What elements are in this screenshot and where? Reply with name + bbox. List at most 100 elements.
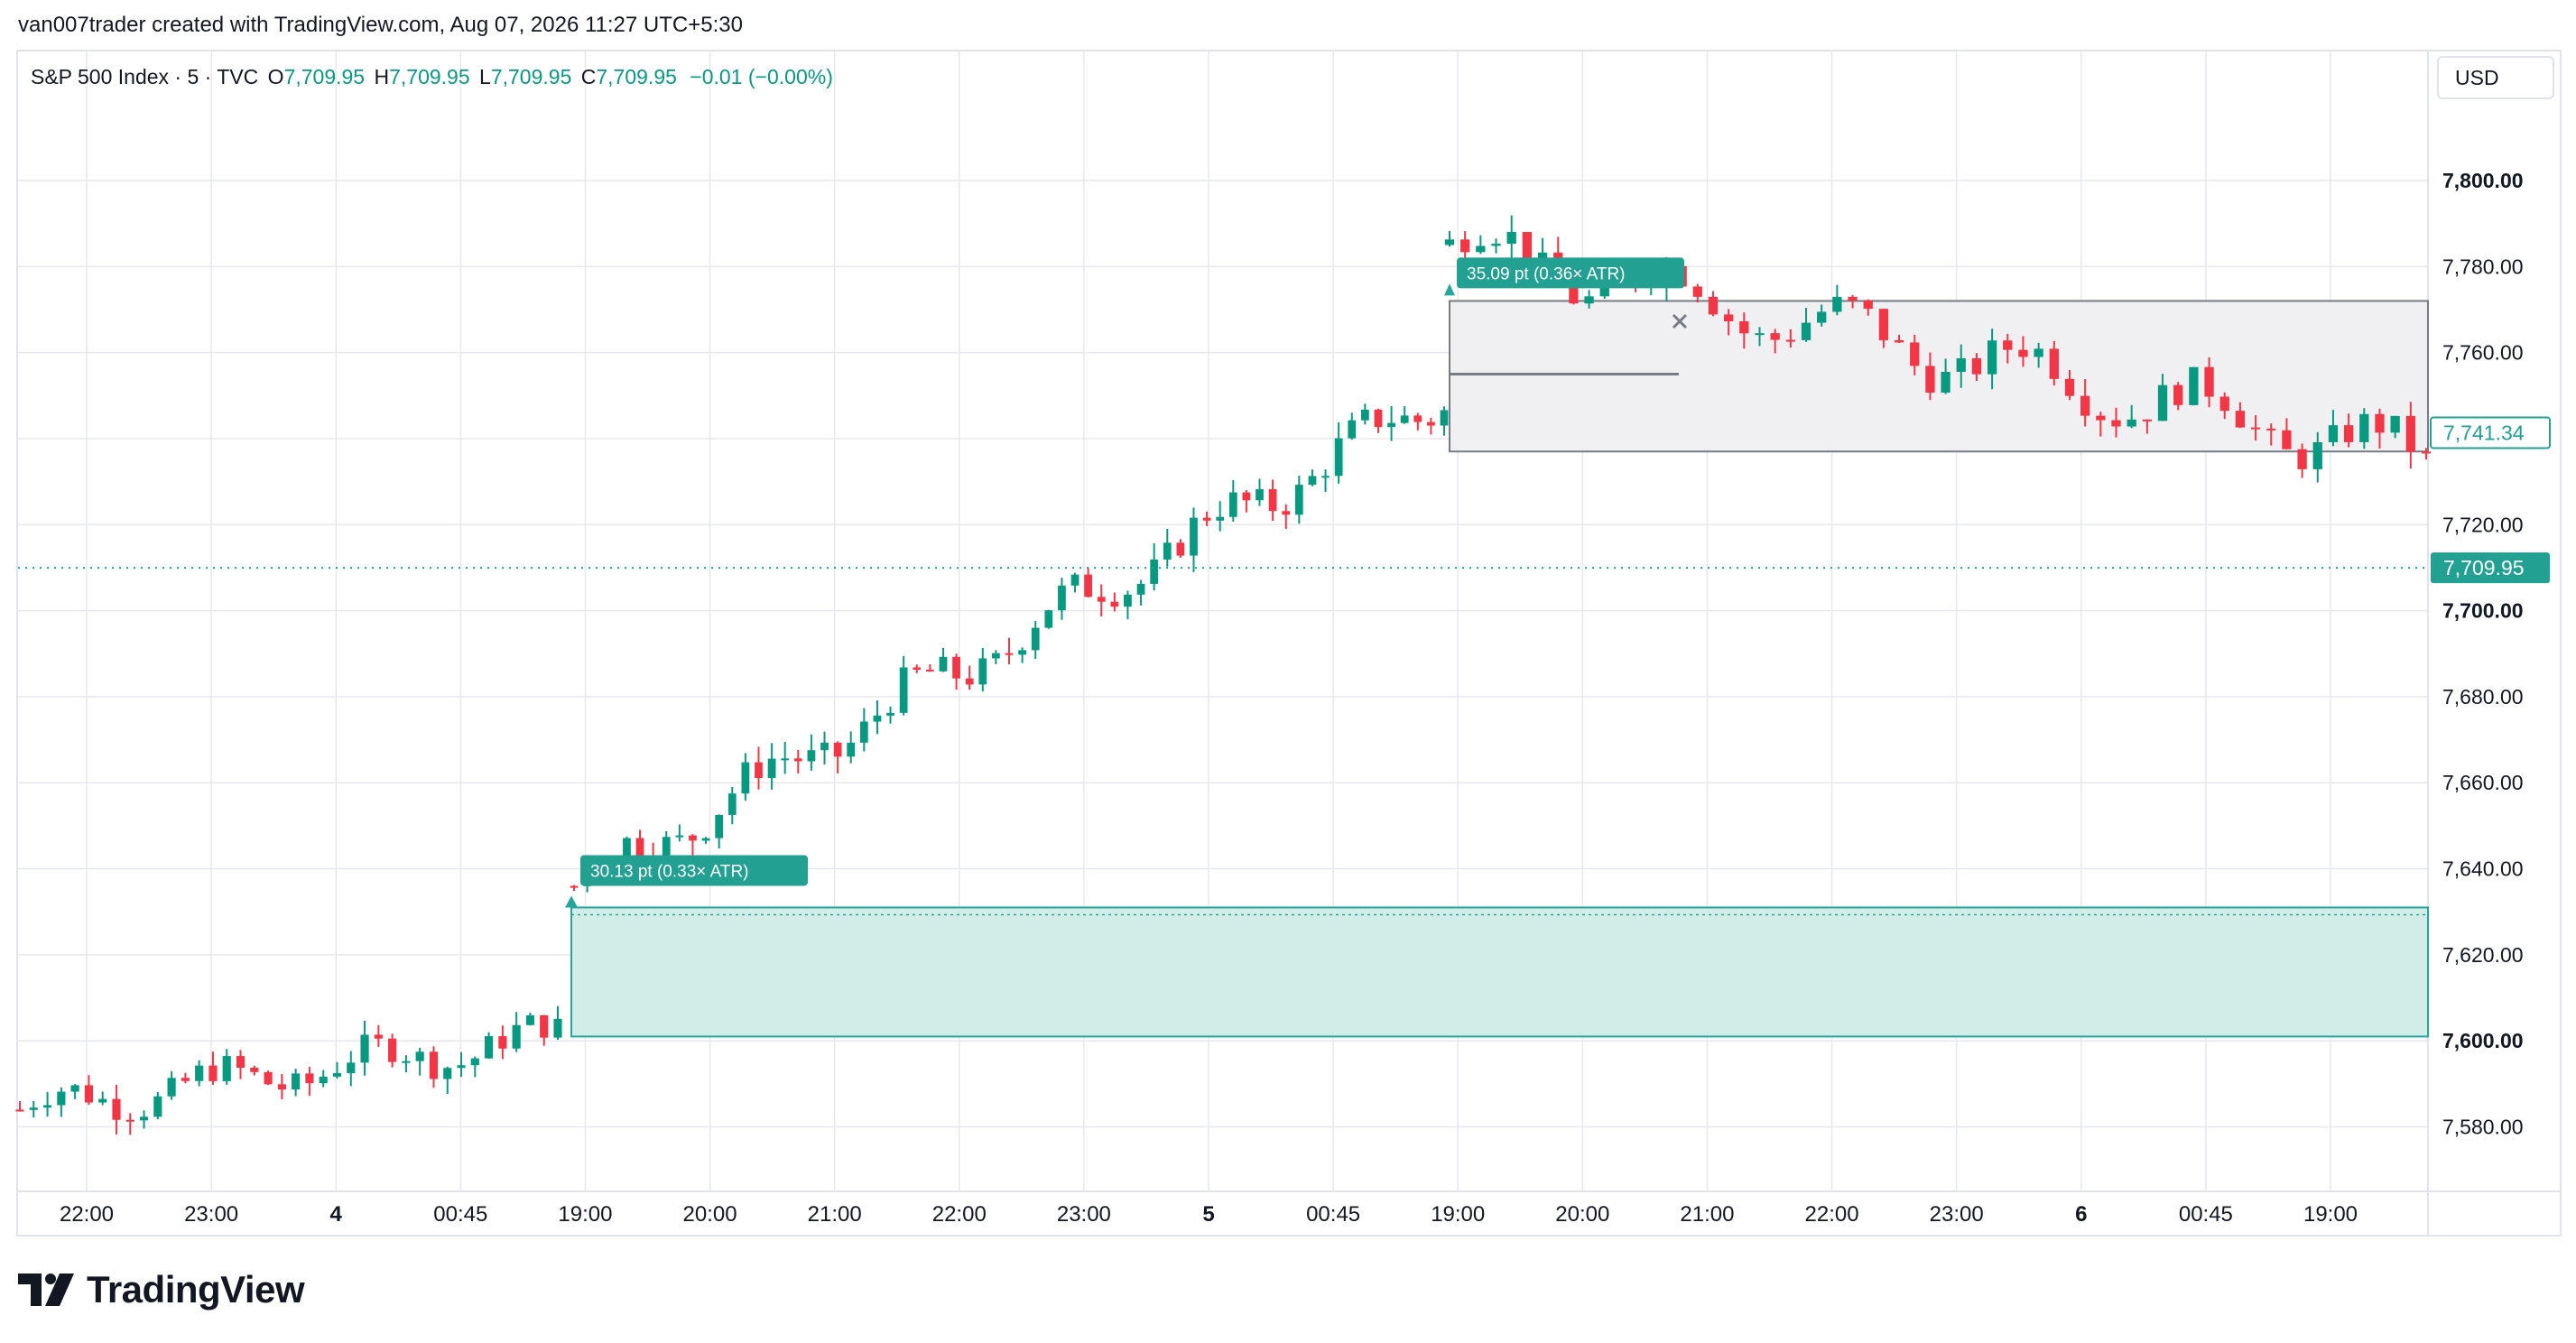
candle-body [781,758,790,761]
x-tick-label: 21:00 [1680,1202,1734,1227]
candle-body [741,762,750,794]
candle-body [2049,348,2059,379]
candle-body [1971,357,1982,375]
candle-body [833,742,842,757]
y-tick-label: 7,640.00 [2442,857,2524,881]
candle-body [1692,286,1702,297]
candle-body [84,1085,93,1103]
candle-body [443,1068,452,1079]
candle-body [1832,296,1842,312]
open-value: 7,709.95 [283,65,366,88]
candle-body [1522,231,1533,264]
candle-body [886,712,894,716]
candle-body [1723,314,1734,321]
x-tick-label: 20:00 [683,1202,737,1227]
candle-body [1755,333,1765,336]
candle-body [1387,422,1395,428]
candle-body [1005,653,1014,655]
candle-body [1190,517,1198,556]
x-tick-label: 23:00 [184,1202,238,1227]
x-tick-label: 19:00 [558,1202,612,1227]
candle-body [208,1065,218,1081]
candle-body [1294,485,1303,515]
x-tick-label: 20:00 [1555,1202,1609,1227]
candle-body [1476,245,1486,253]
candle-body [1817,311,1827,323]
candle-body [70,1085,79,1092]
candle-body [292,1073,301,1090]
candle-body [1801,322,1812,340]
candle-body [2018,349,2028,357]
open-label: O [267,65,284,88]
x-tick-label: 5 [1202,1202,1214,1227]
candle-body [2390,415,2400,433]
candle-body [859,721,868,743]
currency-button[interactable]: USD [2437,56,2554,99]
candle-body [1031,627,1040,651]
candle-body [457,1065,466,1069]
candle-body [662,837,671,861]
candle-body [1956,357,1966,372]
candle-body [1110,601,1119,607]
candle-body [1925,366,1935,394]
candle-body [415,1051,424,1061]
candle-body [939,656,948,672]
candle-body [1894,339,1904,343]
candle-body [965,678,974,685]
candle-body [2359,413,2369,442]
candle-body [2375,413,2385,433]
candle-body [635,838,644,857]
candle-body [2189,366,2199,405]
candle-body [727,793,737,815]
symbol-name[interactable]: S&P 500 Index · 5 · TVC [31,65,259,88]
candle-body [360,1034,369,1063]
candle-body [2421,451,2432,454]
candle-body [1599,282,1609,297]
candle-body [1848,296,1858,301]
brand-name: TradingView [87,1268,305,1311]
x-tick-label: 00:45 [2179,1202,2233,1227]
high-label: H [374,65,390,88]
candle-body [2157,384,2168,421]
candle-body [1491,244,1501,246]
candle-body [15,1109,24,1112]
candle-body [512,1024,521,1049]
candle-body [167,1078,176,1097]
candle-body [29,1107,38,1110]
resistance-level-tag-text: 35.09 pt (0.36× ATR) [1467,264,1626,283]
candle-body [305,1073,314,1084]
resistance-arrow-head-icon [1444,283,1455,296]
tradingview-logo[interactable]: TradingView [18,1267,305,1312]
candle-body [2405,415,2415,452]
x-tick-label: 22:00 [932,1202,987,1227]
candle-body [1242,492,1251,501]
candle-body [1584,296,1594,304]
last-price-tag-bg [2431,552,2550,584]
candle-body [1163,542,1172,560]
candle-body [2297,449,2307,469]
candle-body [1334,438,1343,477]
candle-body [222,1056,231,1081]
chart-frame [16,50,2562,1236]
last-price-tag: 7,709.95 [2431,552,2550,584]
candle-body [1202,517,1211,521]
close-marker-icon [1672,313,1688,329]
candle-body [2312,441,2322,469]
candle-body [2096,415,2106,421]
candle-body [319,1076,328,1084]
candle-body [1460,239,1470,253]
candle-body [153,1096,162,1117]
y-tick-label: 7,700.00 [2442,599,2524,623]
candle-body [374,1034,383,1039]
candle-body [1097,597,1106,602]
candle-body [1256,489,1264,501]
x-tick-label: 23:00 [1057,1202,1111,1227]
candle-body [1228,492,1237,517]
chart-credit: van007trader created with TradingView.co… [18,13,743,37]
candle-body [388,1038,397,1062]
y-tick-label: 7,580.00 [2442,1116,2524,1139]
tradingview-logo-icon [18,1274,74,1306]
candle-body [250,1068,259,1072]
candle-body [553,1018,562,1038]
